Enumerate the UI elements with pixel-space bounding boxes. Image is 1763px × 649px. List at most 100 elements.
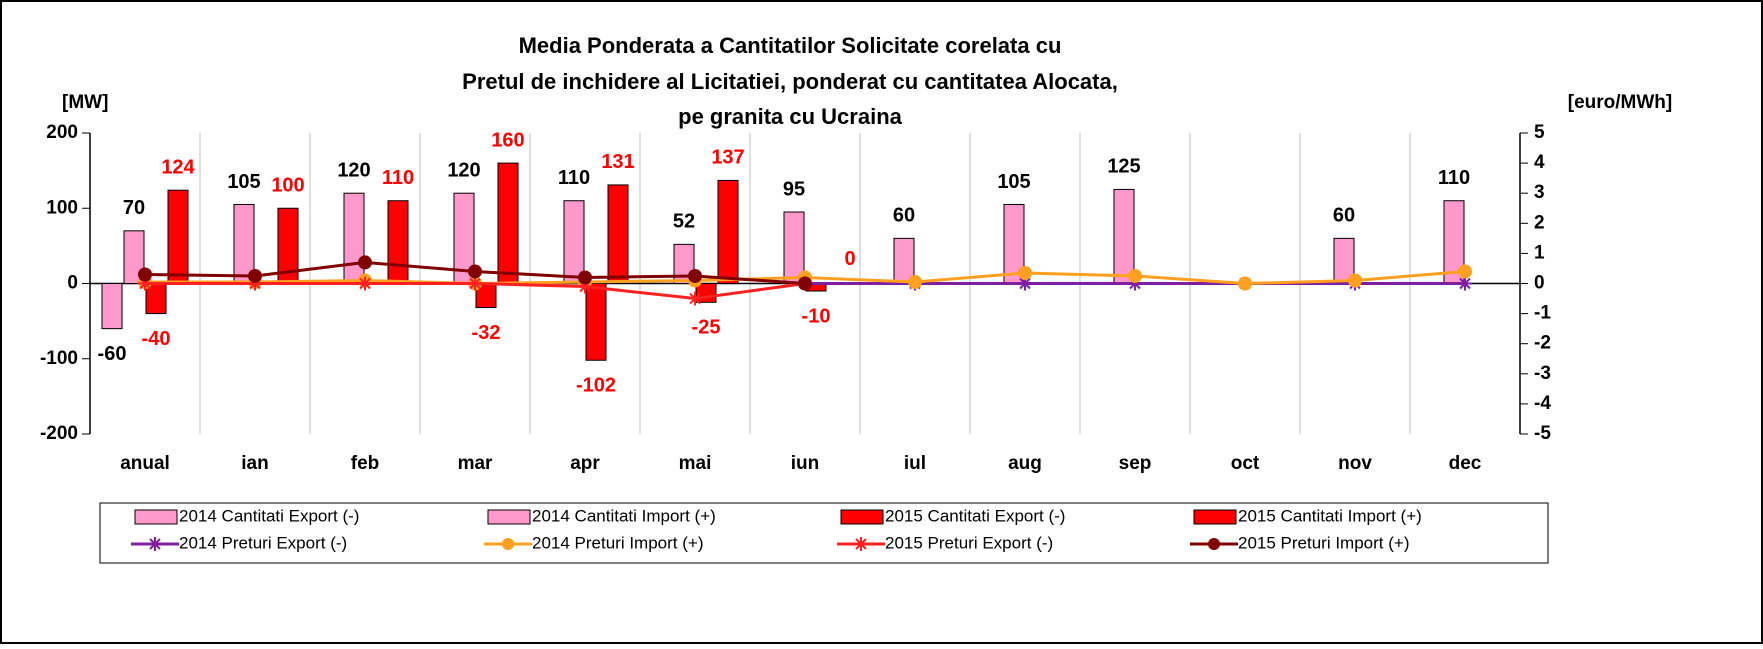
y2-tick-label: 1 bbox=[1534, 242, 1545, 263]
data-label: 120 bbox=[337, 159, 370, 181]
data-label: 160 bbox=[491, 129, 524, 151]
marker bbox=[1128, 268, 1142, 283]
y2-tick-label: 2 bbox=[1534, 212, 1545, 233]
marker bbox=[578, 279, 592, 294]
y2-tick-label: -1 bbox=[1534, 303, 1551, 324]
bar bbox=[101, 283, 123, 330]
data-label: 0 bbox=[844, 248, 855, 270]
data-label: 60 bbox=[1333, 205, 1355, 227]
y2-tick-label: -2 bbox=[1534, 333, 1551, 354]
y-tick-label: -100 bbox=[40, 348, 78, 369]
y2-tick-label: -5 bbox=[1534, 423, 1551, 444]
y2-tick-label: 3 bbox=[1534, 182, 1545, 203]
marker bbox=[1018, 265, 1032, 280]
y-tick-label: 100 bbox=[46, 197, 78, 218]
bar bbox=[343, 192, 365, 284]
y2-axis-label: [euro/MWh] bbox=[1568, 92, 1672, 113]
marker bbox=[468, 276, 482, 291]
x-tick-label: mai bbox=[679, 453, 712, 474]
marker bbox=[248, 268, 262, 283]
data-label: 110 bbox=[558, 167, 590, 189]
marker bbox=[688, 268, 702, 283]
legend-swatch bbox=[487, 509, 531, 525]
data-label: 125 bbox=[1107, 156, 1140, 178]
data-label: 110 bbox=[382, 167, 414, 189]
marker bbox=[468, 264, 482, 279]
legend-swatch bbox=[134, 509, 178, 525]
legend bbox=[99, 502, 1549, 564]
legend-label: 2014 Cantitati Import (+) bbox=[532, 506, 716, 525]
bar bbox=[387, 200, 409, 285]
marker bbox=[798, 276, 812, 291]
y-tick-label: -200 bbox=[40, 423, 78, 444]
title-line: Media Ponderata a Cantitatilor Solicitat… bbox=[519, 33, 1062, 58]
x-tick-label: ian bbox=[241, 453, 268, 474]
bar bbox=[1113, 188, 1135, 284]
legend-label: 2014 Preturi Export (-) bbox=[179, 533, 347, 552]
y-tick-label: 0 bbox=[67, 273, 78, 294]
x-tick-label: iun bbox=[791, 453, 820, 474]
y2-tick-label: -4 bbox=[1534, 393, 1551, 414]
marker bbox=[688, 291, 702, 306]
x-tick-label: aug bbox=[1008, 453, 1042, 474]
marker bbox=[1348, 273, 1362, 288]
y-tick-label: 200 bbox=[46, 122, 78, 143]
x-tick-label: oct bbox=[1231, 453, 1260, 474]
y2-tick-label: -3 bbox=[1534, 363, 1551, 384]
data-label: -32 bbox=[472, 322, 501, 344]
y2-tick-label: 4 bbox=[1534, 152, 1545, 173]
marker bbox=[1458, 264, 1472, 279]
marker bbox=[578, 270, 592, 285]
marker bbox=[358, 255, 372, 270]
data-label: 70 bbox=[123, 197, 145, 219]
data-label: 105 bbox=[997, 171, 1030, 193]
data-label: 110 bbox=[1438, 167, 1470, 189]
legend-label: 2015 Cantitati Import (+) bbox=[1238, 506, 1422, 525]
data-label: -102 bbox=[576, 375, 616, 397]
data-label: -10 bbox=[802, 305, 831, 327]
x-tick-label: iul bbox=[904, 453, 926, 474]
legend-marker bbox=[502, 538, 514, 550]
bar bbox=[167, 189, 189, 284]
bar bbox=[585, 283, 607, 361]
bar bbox=[607, 184, 629, 284]
marker bbox=[1458, 276, 1472, 291]
x-tick-label: apr bbox=[570, 453, 600, 474]
legend-marker bbox=[854, 537, 868, 551]
legend-label: 2015 Preturi Export (-) bbox=[885, 533, 1053, 552]
data-label: 120 bbox=[447, 159, 480, 181]
x-tick-label: anual bbox=[120, 453, 170, 474]
title-line: pe granita cu Ucraina bbox=[678, 104, 903, 129]
data-label: 105 bbox=[227, 171, 260, 193]
marker bbox=[358, 276, 372, 291]
marker bbox=[138, 267, 152, 282]
marker bbox=[908, 274, 922, 289]
marker bbox=[248, 276, 262, 291]
data-label: -40 bbox=[142, 328, 171, 350]
legend-label: 2014 Preturi Import (+) bbox=[532, 533, 704, 552]
x-tick-label: mar bbox=[458, 453, 493, 474]
data-label: 95 bbox=[783, 178, 805, 200]
y-axis-label: [MW] bbox=[62, 92, 108, 113]
data-label: 100 bbox=[271, 175, 304, 197]
bar bbox=[123, 230, 145, 284]
x-tick-label: feb bbox=[351, 453, 380, 474]
bar bbox=[563, 200, 585, 285]
legend-marker bbox=[1208, 538, 1220, 550]
data-label: 131 bbox=[601, 151, 634, 173]
legend-label: 2015 Cantitati Export (-) bbox=[885, 506, 1065, 525]
legend-swatch bbox=[1193, 509, 1237, 525]
y2-tick-label: 5 bbox=[1534, 122, 1545, 143]
bar bbox=[497, 162, 519, 285]
x-tick-label: sep bbox=[1119, 453, 1152, 474]
title-line: Pretul de inchidere al Licitatiei, ponde… bbox=[462, 69, 1118, 94]
marker bbox=[138, 276, 152, 291]
marker bbox=[1128, 276, 1142, 291]
legend-label: 2014 Cantitati Export (-) bbox=[179, 506, 359, 525]
marker bbox=[1018, 276, 1032, 291]
data-label: 52 bbox=[673, 211, 695, 233]
data-label: -25 bbox=[692, 317, 721, 339]
data-label: 124 bbox=[161, 156, 195, 178]
data-label: -60 bbox=[98, 343, 127, 365]
